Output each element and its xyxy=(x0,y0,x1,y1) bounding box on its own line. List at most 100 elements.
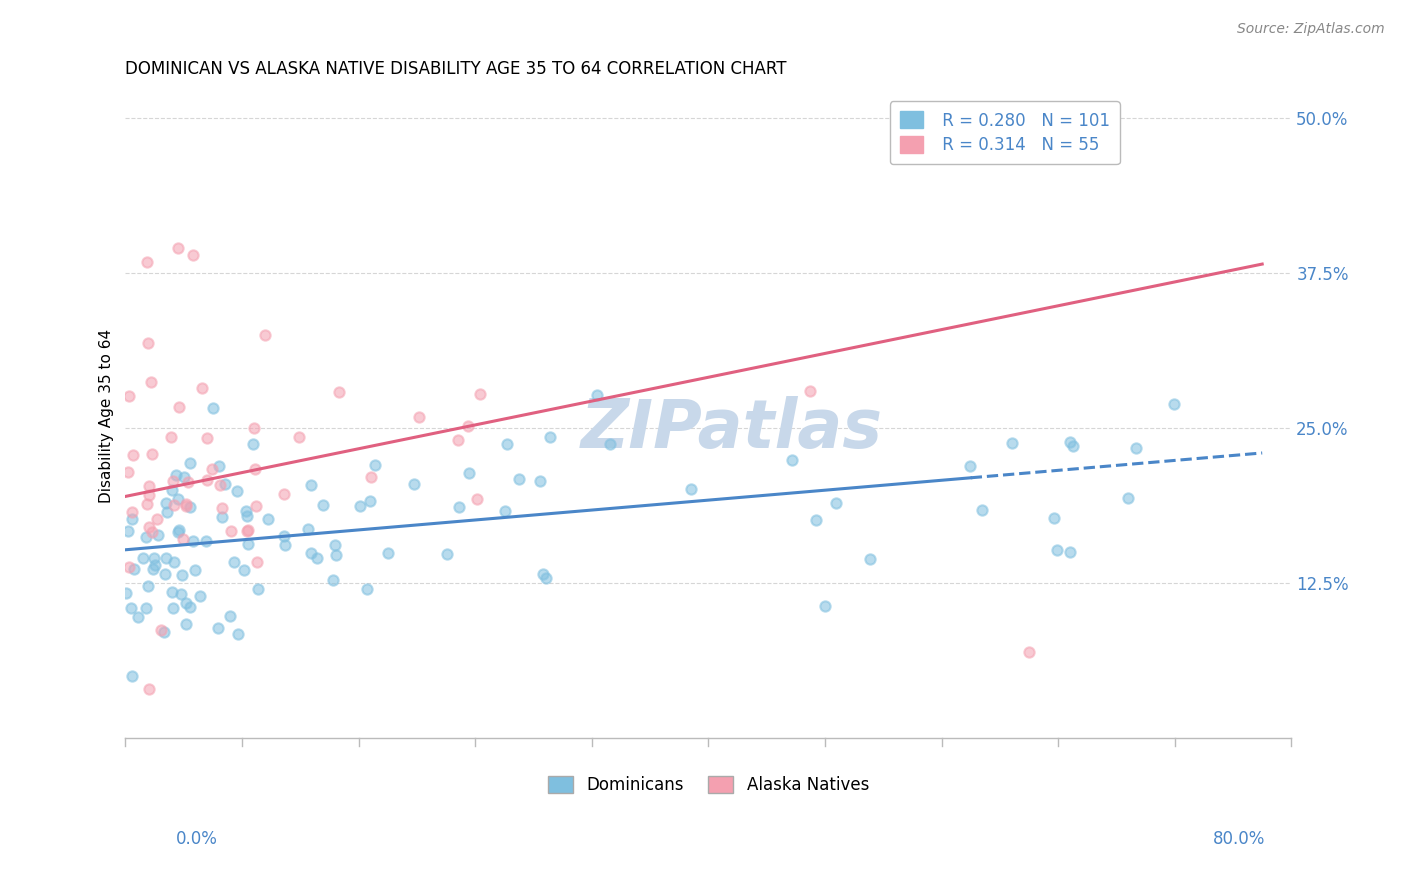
Point xyxy=(167,241,190,255)
Point xyxy=(970,503,993,517)
Point xyxy=(179,500,201,514)
Point xyxy=(359,494,381,508)
Point xyxy=(322,573,344,587)
Point xyxy=(1116,491,1139,506)
Point xyxy=(222,555,245,569)
Point xyxy=(225,483,247,498)
Point xyxy=(404,477,426,491)
Point xyxy=(236,523,259,537)
Point xyxy=(349,499,371,513)
Point xyxy=(179,599,201,614)
Point xyxy=(806,513,828,527)
Point xyxy=(127,609,149,624)
Point xyxy=(211,500,233,515)
Point xyxy=(117,524,139,538)
Point xyxy=(191,381,214,395)
Point xyxy=(288,430,311,444)
Point xyxy=(201,461,224,475)
Point xyxy=(219,524,242,538)
Point xyxy=(118,388,141,402)
Point xyxy=(121,512,143,526)
Point xyxy=(138,681,160,696)
Point xyxy=(181,533,204,548)
Y-axis label: Disability Age 35 to 64: Disability Age 35 to 64 xyxy=(100,328,114,503)
Point xyxy=(184,563,207,577)
Point xyxy=(177,475,200,489)
Text: Source: ZipAtlas.com: Source: ZipAtlas.com xyxy=(1237,22,1385,37)
Point xyxy=(138,519,160,533)
Text: ZIPatlas: ZIPatlas xyxy=(581,396,883,462)
Point xyxy=(508,471,530,485)
Point xyxy=(167,492,190,507)
Point xyxy=(169,587,191,601)
Point xyxy=(167,400,190,414)
Point xyxy=(408,410,430,425)
Point xyxy=(436,547,458,561)
Point xyxy=(135,601,157,615)
Point xyxy=(195,474,218,488)
Point xyxy=(183,248,205,262)
Point xyxy=(188,589,211,603)
Point xyxy=(211,510,233,524)
Point xyxy=(155,567,177,582)
Point xyxy=(312,498,335,512)
Point xyxy=(457,467,479,481)
Point xyxy=(208,458,231,473)
Point xyxy=(155,496,177,510)
Point xyxy=(825,496,848,510)
Point xyxy=(142,550,165,565)
Point xyxy=(1018,644,1040,658)
Point xyxy=(179,456,201,470)
Point xyxy=(138,479,160,493)
Point xyxy=(174,617,197,632)
Point xyxy=(328,384,350,399)
Point xyxy=(155,550,177,565)
Point xyxy=(167,524,190,539)
Point xyxy=(859,552,882,566)
Point xyxy=(257,512,280,526)
Point xyxy=(1059,434,1081,449)
Point xyxy=(174,497,197,511)
Point xyxy=(135,255,157,269)
Point xyxy=(152,625,174,640)
Point xyxy=(121,669,143,683)
Point xyxy=(195,431,218,445)
Point xyxy=(246,555,269,569)
Point xyxy=(143,558,166,572)
Point xyxy=(226,627,249,641)
Point xyxy=(959,458,981,473)
Point xyxy=(467,491,489,506)
Point xyxy=(156,505,179,519)
Point xyxy=(446,433,468,447)
Point xyxy=(457,418,479,433)
Point xyxy=(1163,397,1185,411)
Point xyxy=(1125,441,1147,455)
Point xyxy=(167,524,190,538)
Point xyxy=(160,430,183,444)
Point xyxy=(538,430,561,444)
Point xyxy=(599,437,621,451)
Point xyxy=(273,538,295,552)
Point xyxy=(174,499,197,513)
Point xyxy=(536,571,558,585)
Point xyxy=(122,562,145,576)
Point xyxy=(325,548,347,562)
Point xyxy=(139,376,162,390)
Point xyxy=(273,487,295,501)
Point xyxy=(172,533,194,547)
Point xyxy=(1043,510,1066,524)
Point xyxy=(141,524,163,539)
Point xyxy=(165,468,187,483)
Point xyxy=(246,582,269,596)
Point xyxy=(586,388,609,402)
Point xyxy=(120,600,142,615)
Point xyxy=(150,623,173,637)
Point xyxy=(1062,439,1084,453)
Point xyxy=(681,482,703,496)
Point xyxy=(163,555,186,569)
Point xyxy=(214,477,236,491)
Point xyxy=(299,546,322,560)
Point xyxy=(235,504,257,518)
Point xyxy=(232,563,254,577)
Point xyxy=(1046,543,1069,558)
